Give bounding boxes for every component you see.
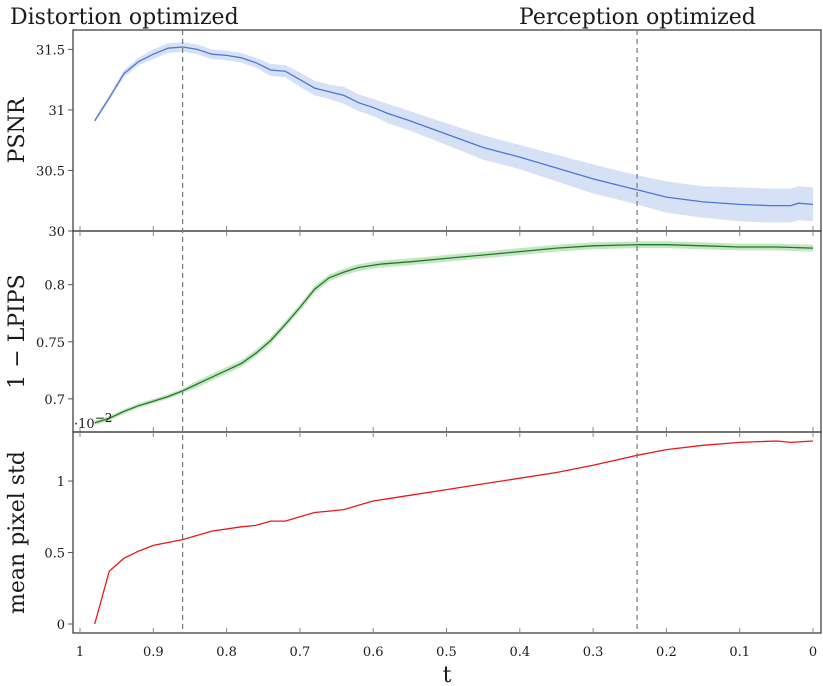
x-tick-label: 0.9 (143, 645, 164, 660)
y-axis-label: mean pixel std (5, 451, 30, 614)
distortion-optimized-title: Distortion optimized (10, 5, 239, 30)
y-tick-label: 0.8 (44, 279, 65, 294)
y-tick-label: 30 (48, 225, 65, 240)
y-tick-label: 0 (57, 618, 65, 633)
panel-pixel-std: 0 0.5 1 mean pixel std (5, 431, 822, 634)
confidence-band (94, 241, 813, 426)
x-axis-label: t (443, 663, 452, 686)
y-tick-label: 0.5 (44, 547, 65, 562)
x-tick-label: 0.1 (729, 645, 750, 660)
y-axis-label: PSNR (5, 96, 30, 163)
y-tick-label: 0.75 (36, 336, 65, 351)
annotation-titles: Distortion optimized Perception optimize… (10, 5, 756, 30)
axes-frame (72, 431, 822, 634)
panel-lpips: 0.7 0.75 0.8 1 − LPIPS ·10−2 (5, 230, 822, 433)
series-line (94, 46, 814, 207)
x-tick-label: 0.5 (436, 645, 457, 660)
x-tick-label: 0 (809, 645, 817, 660)
y-tick-label: 31 (48, 104, 65, 119)
x-tick-label: 0.6 (363, 645, 384, 660)
offset-text: ·10−2 (74, 411, 112, 432)
perception-optimized-title: Perception optimized (519, 5, 756, 30)
panels: 30 30.5 31 31.5 PSNR 0.7 0.75 0.8 1 − LPIPS ·10−2… (5, 29, 822, 660)
y-tick-label: 1 (57, 475, 65, 490)
x-tick-label: 1 (76, 645, 84, 660)
series-line (94, 244, 814, 424)
x-tick-label: 0.3 (583, 645, 604, 660)
y-tick-label: 0.7 (44, 393, 65, 408)
x-tick-label: 0.7 (290, 645, 311, 660)
y-tick-label: 31.5 (36, 43, 65, 58)
confidence-band (94, 42, 813, 223)
x-tick-label: 0.2 (656, 645, 677, 660)
x-tick-label: 0.8 (216, 645, 237, 660)
y-axis-label: 1 − LPIPS (5, 274, 30, 388)
x-tick-label: 0.4 (509, 645, 530, 660)
panel-psnr: 30 30.5 31 31.5 PSNR (5, 29, 822, 240)
y-tick-label: 30.5 (36, 164, 65, 179)
series-line (94, 440, 814, 625)
